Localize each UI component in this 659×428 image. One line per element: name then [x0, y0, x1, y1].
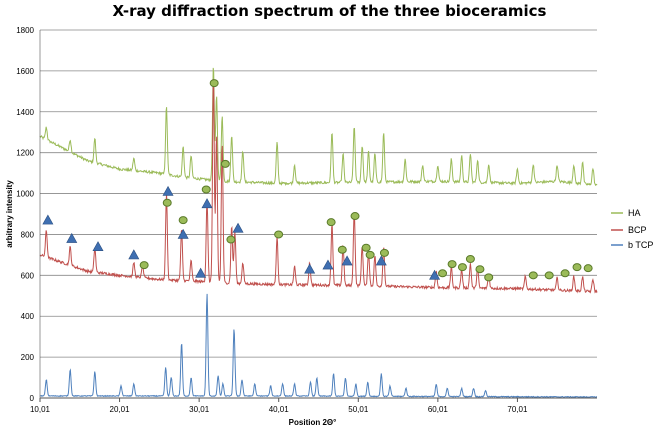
triangle-marker [42, 214, 54, 225]
circle-marker [274, 230, 284, 239]
triangle-marker [232, 222, 244, 233]
gridlines [40, 29, 597, 399]
circle-marker [220, 159, 230, 168]
circle-marker [139, 261, 149, 270]
triangle-marker [322, 259, 334, 270]
x-tick-label: 50,01 [348, 405, 369, 414]
legend-label: HA [628, 208, 641, 218]
circle-marker [201, 185, 211, 194]
circle-marker [379, 248, 389, 257]
circle-marker [337, 245, 347, 254]
y-tick-label: 600 [21, 271, 35, 280]
y-tick-label: 1800 [16, 26, 34, 35]
series-line-ha [39, 67, 598, 187]
x-tick-label: 20,01 [110, 405, 131, 414]
circle-marker [465, 254, 475, 263]
y-tick-label: 200 [21, 353, 35, 362]
circle-marker [560, 269, 570, 278]
circle-marker [484, 273, 494, 282]
circle-marker [475, 265, 485, 274]
y-tick-label: 1000 [16, 190, 34, 199]
circle-marker [226, 235, 236, 244]
triangle-marker [195, 267, 207, 278]
circle-marker [162, 198, 172, 207]
y-tick-label: 0 [30, 394, 35, 403]
circle-marker [438, 269, 448, 278]
x-tick-label: 70,01 [507, 405, 528, 414]
series-lines [39, 67, 598, 399]
y-tick-label: 800 [21, 230, 35, 239]
x-tick-label: 10,01 [30, 405, 51, 414]
circle-marker [365, 250, 375, 259]
circle-marker [572, 263, 582, 272]
triangle-marker [429, 269, 441, 280]
triangle-marker [177, 228, 189, 239]
circle-marker [528, 271, 538, 280]
circle-marker [457, 263, 467, 272]
triangle-marker [201, 198, 213, 209]
legend-label: BCP [628, 225, 647, 235]
peak-markers [42, 79, 593, 282]
y-tick-label: 400 [21, 312, 35, 321]
circle-marker [178, 216, 188, 225]
triangle-marker [304, 263, 316, 274]
triangle-marker [375, 255, 387, 266]
x-axis-title: Position 2Θ° [289, 418, 337, 427]
circle-marker [326, 218, 336, 227]
y-axis-title: arbitrary intensity [5, 180, 14, 248]
x-tick-label: 60,01 [428, 405, 449, 414]
circle-marker [209, 79, 219, 88]
legend: HA BCP b TCP [611, 208, 653, 250]
y-tick-label: 1600 [16, 67, 34, 76]
axes: 0 200 400 600 800 1000 1200 1400 1600 1800 10,01 20… [5, 26, 597, 427]
circle-marker [583, 264, 593, 273]
legend-label: b TCP [628, 240, 653, 250]
triangle-marker [341, 255, 353, 266]
series-line-b-tcp [39, 293, 597, 399]
circle-marker [544, 271, 554, 280]
triangle-marker [92, 241, 104, 252]
circle-marker [361, 243, 371, 252]
y-tick-label: 1200 [16, 149, 34, 158]
triangle-marker [128, 249, 140, 260]
triangle-marker [162, 185, 174, 196]
x-tick-label: 40,01 [269, 405, 290, 414]
series-line-bcp [39, 79, 598, 294]
circle-marker [350, 212, 360, 221]
y-tick-label: 1400 [16, 108, 34, 117]
circle-marker [447, 260, 457, 269]
triangle-marker [66, 232, 78, 243]
x-tick-label: 30,01 [189, 405, 210, 414]
chart-title: X-ray diffraction spectrum of the three … [112, 2, 547, 20]
